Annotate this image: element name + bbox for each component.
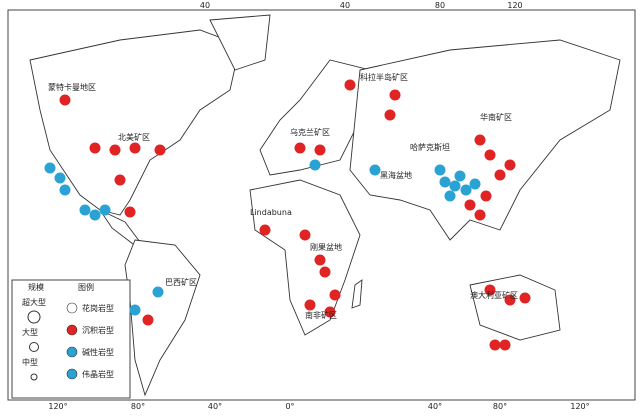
legend-size: 大型 <box>22 327 38 337</box>
legend-label: 碱性岩型 <box>82 347 114 357</box>
deposit-marker <box>114 174 126 186</box>
deposit-marker <box>109 144 121 156</box>
legend-size: 超大型 <box>22 297 46 307</box>
deposit-marker <box>469 178 481 190</box>
place-label: Lindabuna <box>250 208 292 217</box>
deposit-marker <box>474 134 486 146</box>
deposit-marker <box>142 314 154 326</box>
deposit-marker <box>454 170 466 182</box>
deposit-marker <box>494 169 506 181</box>
deposit-marker <box>460 184 472 196</box>
deposit-marker <box>484 284 496 296</box>
legend-label: 花岗岩型 <box>82 303 114 313</box>
legend-size: 中型 <box>22 357 38 367</box>
deposit-marker <box>474 209 486 221</box>
deposit-marker <box>389 89 401 101</box>
legend-symbol <box>66 346 78 358</box>
north-america <box>29 29 241 216</box>
legend-symbol <box>66 302 78 314</box>
legend-label: 沉积岩型 <box>82 325 114 335</box>
deposit-marker <box>59 184 71 196</box>
place-label: 刚果盆地 <box>310 242 342 252</box>
deposit-marker <box>444 190 456 202</box>
deposit-marker <box>499 339 511 351</box>
deposit-marker <box>152 286 164 298</box>
deposit-marker <box>309 159 321 171</box>
deposit-marker <box>304 299 316 311</box>
legend-size-symbol <box>29 342 39 352</box>
legend-size-symbol <box>27 310 41 324</box>
deposit-marker <box>44 162 56 174</box>
deposit-marker <box>314 144 326 156</box>
continents <box>11 14 621 399</box>
deposit-marker <box>89 209 101 221</box>
deposit-marker <box>89 142 101 154</box>
deposit-marker <box>329 289 341 301</box>
deposit-marker <box>504 294 516 306</box>
deposit-marker <box>324 306 336 318</box>
place-label: 哈萨克斯坦 <box>410 142 450 152</box>
deposit-marker <box>519 292 531 304</box>
bottom-tick: 40° <box>428 402 442 411</box>
place-label: 蒙特卡曼地区 <box>48 82 96 92</box>
deposit-marker <box>464 199 476 211</box>
deposit-marker <box>294 142 306 154</box>
deposit-marker <box>434 164 446 176</box>
legend-size-title: 规模 <box>28 282 44 292</box>
place-label: 北美矿区 <box>118 132 150 142</box>
deposit-marker <box>79 204 91 216</box>
deposit-marker <box>259 224 271 236</box>
deposit-marker <box>504 159 516 171</box>
top-tick: 120 <box>507 1 522 10</box>
deposit-marker <box>129 142 141 154</box>
greenland <box>209 14 271 71</box>
deposit-marker <box>489 339 501 351</box>
deposit-marker <box>154 144 166 156</box>
deposit-marker <box>369 164 381 176</box>
place-label: 华南矿区 <box>480 112 512 122</box>
top-tick: 40 <box>200 1 210 10</box>
legend-size-symbol <box>30 373 38 381</box>
legend-title: 图例 <box>78 282 94 292</box>
bottom-tick: 80° <box>131 402 145 411</box>
legend-symbol <box>66 324 78 336</box>
bottom-tick: 40° <box>208 402 222 411</box>
deposit-marker <box>54 172 66 184</box>
deposit-marker <box>319 266 331 278</box>
deposit-marker <box>99 204 111 216</box>
madagascar <box>351 279 363 309</box>
legend-label: 伟晶岩型 <box>82 369 114 379</box>
top-tick: 80 <box>435 1 445 10</box>
bottom-tick: 120° <box>570 402 589 411</box>
deposit-marker <box>124 206 136 218</box>
deposit-marker <box>439 176 451 188</box>
place-label: 黑海盆地 <box>380 170 412 180</box>
deposit-marker <box>449 180 461 192</box>
place-label: 科拉半岛矿区 <box>360 72 408 82</box>
place-label: 南非矿区 <box>305 310 337 320</box>
place-label: 巴西矿区 <box>165 277 197 287</box>
bottom-tick: 80° <box>493 402 507 411</box>
deposit-marker <box>344 79 356 91</box>
deposit-marker <box>484 149 496 161</box>
place-label: 乌克兰矿区 <box>290 127 330 137</box>
place-label: 澳大利亚矿区 <box>470 290 518 300</box>
bottom-tick: 0° <box>285 402 294 411</box>
legend-symbol <box>66 368 78 380</box>
top-tick: 40 <box>340 1 350 10</box>
deposit-marker <box>59 94 71 106</box>
deposit-marker <box>480 190 492 202</box>
bottom-tick: 120° <box>48 402 67 411</box>
deposit-marker <box>129 304 141 316</box>
deposit-marker <box>299 229 311 241</box>
deposit-marker <box>384 109 396 121</box>
deposit-marker <box>314 254 326 266</box>
